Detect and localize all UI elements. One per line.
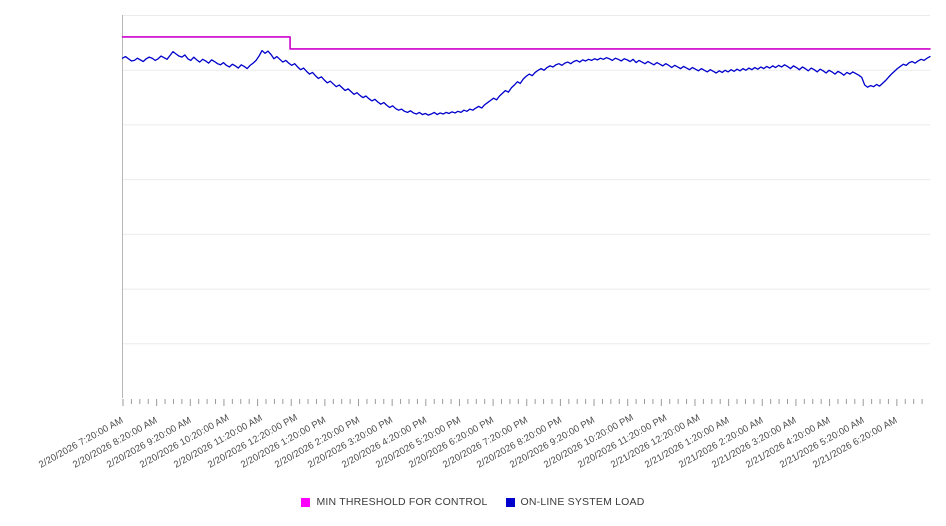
series-line-system-load (121, 49, 931, 116)
legend-swatch-system-load (505, 497, 515, 507)
gridlines-group (122, 15, 930, 345)
legend-swatch-min-threshold (301, 497, 311, 507)
legend-label-system-load: ON-LINE SYSTEM LOAD (520, 496, 645, 508)
legend-entry-min-threshold-for-control[interactable]: MIN THRESHOLD FOR CONTROL (301, 496, 487, 508)
legend-label-min-threshold: MIN THRESHOLD FOR CONTROL (316, 496, 488, 508)
chart-legend: MIN THRESHOLD FOR CONTROL ON-LINE SYSTEM… (0, 496, 946, 508)
legend-entry-on-line-system-load[interactable]: ON-LINE SYSTEM LOAD (505, 496, 645, 508)
series-line-min-threshold (121, 36, 931, 50)
data-series-group (121, 36, 931, 116)
x-axis-ticks-group (122, 399, 923, 406)
